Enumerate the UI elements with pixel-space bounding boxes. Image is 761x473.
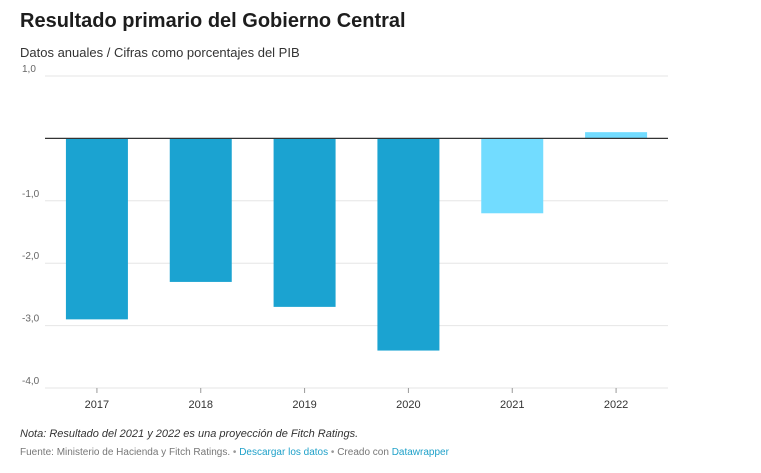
x-tick-label: 2018	[189, 399, 213, 411]
bar-2021	[481, 138, 544, 214]
chart-title: Resultado primario del Gobierno Central	[20, 10, 406, 32]
download-data-link[interactable]: Descargar los datos	[239, 447, 329, 458]
chart-note: Nota: Resultado del 2021 y 2022 es una p…	[20, 428, 359, 440]
created-with-text: Creado con	[337, 447, 389, 458]
bar-2022	[585, 132, 648, 139]
y-tick-label: 1,0	[22, 64, 36, 75]
grid-lines	[45, 75, 668, 389]
chart-subtitle: Datos anuales / Cifras como porcentajes …	[20, 45, 300, 60]
bar-2020	[377, 138, 440, 351]
axis-labels: 1,0 -1,0 -2,0 -3,0 -4,0 2017 2018 2019 2020 2021 2…	[22, 64, 628, 411]
y-tick-label: -4,0	[22, 376, 40, 387]
separator-dot: •	[232, 447, 237, 458]
source-text: Fuente: Ministerio de Hacienda y Fitch R…	[20, 447, 231, 458]
y-tick-label: -3,0	[22, 314, 40, 325]
bars	[65, 132, 648, 351]
bar-2019	[273, 138, 336, 307]
separator-dot: •	[330, 447, 335, 458]
y-tick-label: -2,0	[22, 251, 40, 262]
bar-2018	[169, 138, 232, 282]
x-tick-label: 2020	[396, 399, 420, 411]
x-tick-label: 2019	[292, 399, 316, 411]
x-tick-label: 2022	[604, 399, 628, 411]
datawrapper-link[interactable]: Datawrapper	[391, 447, 449, 458]
bar-2017	[65, 138, 128, 320]
chart-footer: Fuente: Ministerio de Hacienda y Fitch R…	[20, 447, 449, 458]
x-tick-label: 2021	[500, 399, 524, 411]
y-tick-label: -1,0	[22, 189, 40, 200]
x-tick-label: 2017	[85, 399, 109, 411]
